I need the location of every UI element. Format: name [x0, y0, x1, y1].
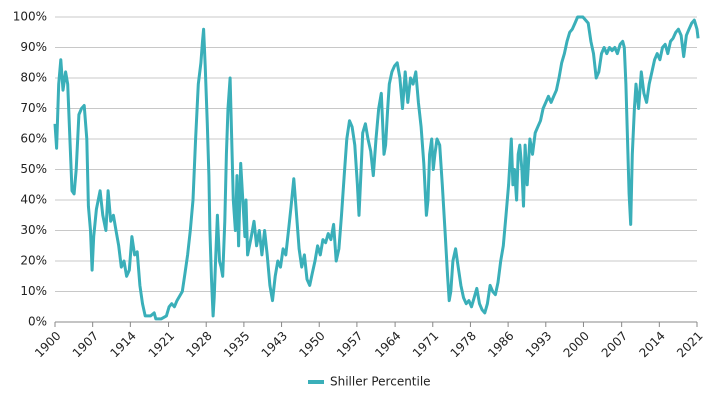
y-tick-label: 60%: [20, 132, 47, 146]
y-tick-label: 80%: [20, 71, 47, 85]
x-tick-label: 1900: [32, 329, 63, 360]
y-tick-label: 90%: [20, 40, 47, 54]
x-tick-label: 1943: [259, 329, 290, 360]
y-tick-label: 40%: [20, 193, 47, 207]
legend-label: Shiller Percentile: [330, 375, 431, 389]
legend: Shiller Percentile: [308, 375, 431, 389]
line-series: [53, 15, 700, 321]
y-tick-label: 20%: [20, 254, 47, 268]
x-tick-label: 2021: [674, 329, 705, 360]
x-tick-label: 1971: [410, 329, 441, 360]
x-tick-label: 1935: [221, 329, 252, 360]
x-tick-label: 1993: [523, 329, 554, 360]
y-tick-label: 100%: [13, 10, 47, 24]
x-tick-label: 2000: [561, 329, 592, 360]
x-tick-label: 1914: [107, 329, 138, 360]
x-tick-label: 1950: [296, 329, 327, 360]
y-tick-label: 0%: [28, 315, 47, 329]
y-tick-label: 50%: [20, 162, 47, 176]
x-tick-label: 2014: [636, 329, 667, 360]
x-tick-label: 1964: [372, 329, 403, 360]
x-tick-label: 1986: [485, 329, 516, 360]
x-tick-label: 1928: [183, 329, 214, 360]
x-tick-label: 1921: [146, 329, 177, 360]
x-tick-label: 2007: [599, 329, 630, 360]
x-tick-label: 1957: [334, 329, 365, 360]
y-tick-label: 10%: [20, 284, 47, 298]
x-tick-label: 1978: [448, 329, 479, 360]
x-tick-label: 1907: [70, 329, 101, 360]
y-tick-label: 30%: [20, 223, 47, 237]
y-tick-label: 70%: [20, 101, 47, 115]
